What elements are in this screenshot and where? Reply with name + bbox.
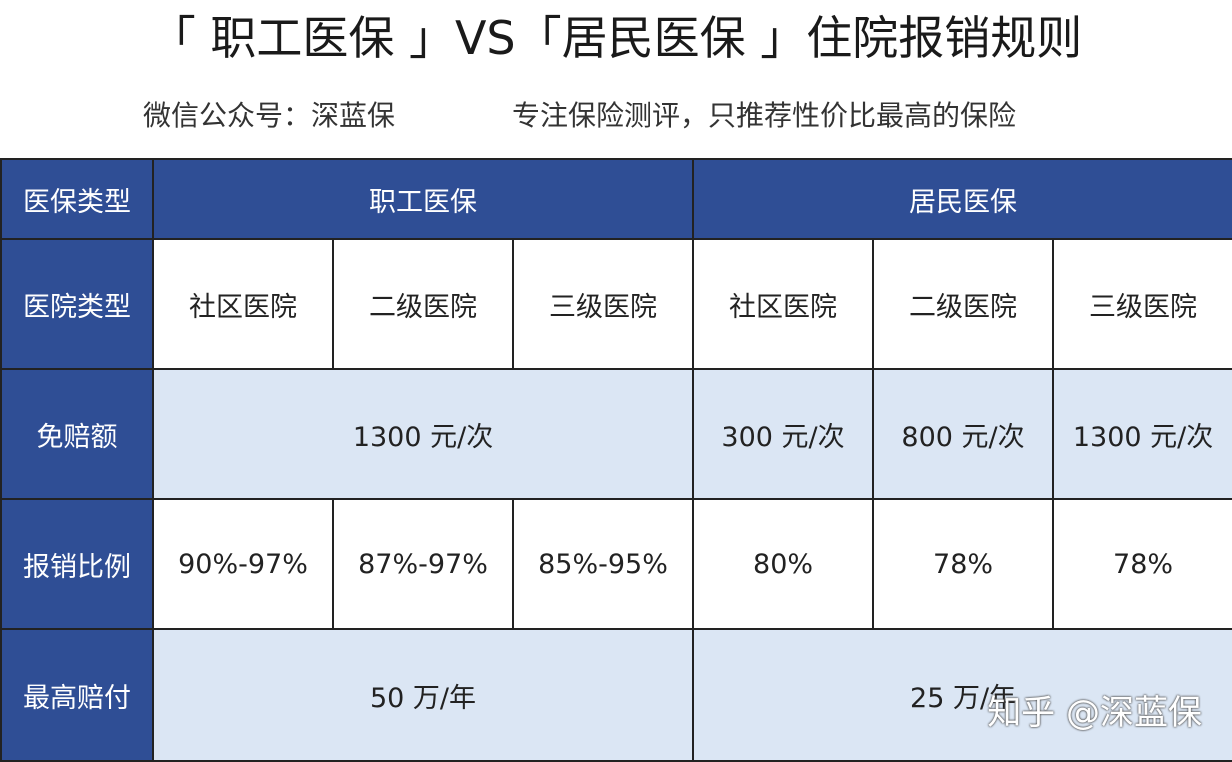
cell: 90%-97%	[152, 498, 334, 630]
cell: 职工医保	[151, 158, 695, 240]
cell: 78%	[872, 498, 1055, 630]
row: 最高赔付 50 万/年 25 万/年	[0, 628, 1232, 762]
cell: 800 元/次	[872, 368, 1055, 500]
cell: 免赔额	[0, 368, 154, 500]
cell: 85%-95%	[511, 498, 695, 630]
cell: 社区医院	[152, 238, 334, 370]
cell: 三级医院	[511, 238, 695, 370]
cell: 报销比例	[0, 498, 154, 630]
cell: 87%-97%	[332, 498, 514, 630]
cell: 二级医院	[332, 238, 514, 370]
cell: 医院类型	[0, 238, 154, 370]
row: 医保类型 职工医保 居民医保	[0, 158, 1232, 240]
subtitle-left: 微信公众号：深蓝保	[143, 99, 396, 132]
subtitle-right: 专注保险测评，只推荐性价比最高的保险	[512, 99, 1017, 132]
cell: 最高赔付	[0, 628, 154, 762]
cell: 1300 元/次	[151, 368, 695, 500]
row: 报销比例 90%-97% 87%-97% 85%-95% 80% 78% 78%	[0, 498, 1232, 630]
comparison-table: 医保类型 职工医保 居民医保 医院类型 社区医院 二级医院 三级医院 社区医院 …	[0, 158, 1232, 762]
cell: 78%	[1052, 498, 1232, 630]
cell: 300 元/次	[692, 368, 875, 500]
cell: 80%	[692, 498, 875, 630]
cell: 1300 元/次	[1052, 368, 1232, 500]
cell: 居民医保	[692, 158, 1232, 240]
cell: 三级医院	[1052, 238, 1232, 370]
cell: 50 万/年	[151, 628, 695, 762]
cell: 医保类型	[0, 158, 154, 240]
row: 医院类型 社区医院 二级医院 三级医院 社区医院 二级医院 三级医院	[0, 238, 1232, 370]
cell: 社区医院	[692, 238, 875, 370]
cell: 二级医院	[872, 238, 1055, 370]
row: 免赔额 1300 元/次 300 元/次 800 元/次 1300 元/次	[0, 368, 1232, 500]
watermark: 知乎 @深蓝保	[987, 693, 1202, 733]
title: 「 职工医保 」VS「居民医保 」住院报销规则	[149, 11, 1083, 65]
